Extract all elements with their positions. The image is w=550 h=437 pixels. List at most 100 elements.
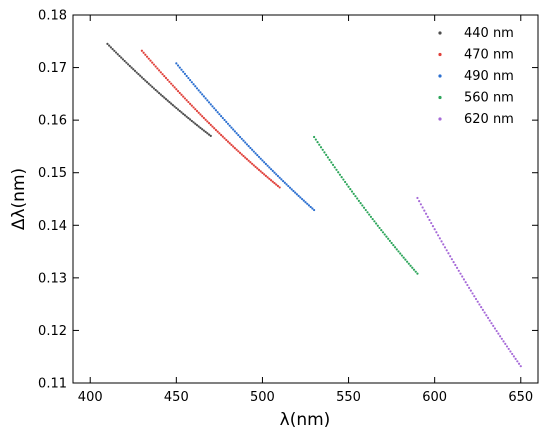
- y-tick-label: 0.13: [38, 271, 67, 286]
- data-point: [175, 62, 178, 65]
- data-point: [152, 63, 156, 66]
- data-point: [194, 108, 197, 111]
- data-point: [195, 124, 199, 127]
- data-point: [356, 197, 359, 200]
- data-point: [164, 76, 168, 80]
- data-point: [237, 133, 240, 137]
- data-point: [183, 97, 187, 100]
- data-point: [202, 116, 205, 120]
- data-point: [152, 87, 156, 90]
- data-point: [263, 173, 266, 176]
- data-point: [352, 192, 355, 195]
- legend-marker: [438, 74, 442, 78]
- data-point: [230, 126, 233, 129]
- data-point: [383, 233, 386, 236]
- data-point: [149, 84, 152, 87]
- data-point: [280, 178, 283, 181]
- data-point: [133, 69, 137, 73]
- data-point: [161, 95, 164, 98]
- data-point: [278, 186, 281, 189]
- data-point: [168, 80, 171, 83]
- data-point: [264, 174, 267, 177]
- data-point: [137, 73, 140, 76]
- data-point: [450, 258, 453, 261]
- data-point: [175, 106, 178, 110]
- data-point: [251, 148, 254, 151]
- data-point: [247, 145, 250, 148]
- data-point: [264, 162, 267, 166]
- y-tick-label: 0.12: [38, 324, 67, 339]
- data-point: [423, 209, 426, 212]
- data-point: [170, 102, 173, 105]
- data-point: [176, 64, 180, 67]
- data-point: [464, 281, 467, 284]
- data-point: [326, 156, 329, 159]
- data-point: [354, 195, 357, 198]
- data-point: [220, 133, 223, 137]
- data-point: [454, 263, 457, 267]
- data-point: [471, 292, 474, 295]
- data-point: [319, 146, 323, 149]
- data-point: [144, 53, 147, 56]
- data-point: [190, 81, 193, 84]
- data-point: [161, 73, 164, 76]
- data-point: [185, 99, 188, 102]
- data-point: [218, 132, 221, 135]
- series-4: [416, 196, 522, 368]
- data-point: [171, 84, 174, 87]
- data-point: [187, 76, 190, 80]
- data-point: [499, 335, 502, 338]
- data-point: [130, 66, 133, 69]
- data-point: [190, 104, 193, 107]
- data-point: [221, 135, 224, 138]
- data-point: [225, 138, 228, 142]
- data-point: [202, 129, 205, 132]
- data-point: [252, 150, 255, 153]
- data-point: [183, 72, 187, 75]
- data-point: [309, 205, 312, 209]
- data-point: [156, 90, 159, 93]
- data-point: [313, 135, 316, 139]
- data-point: [416, 272, 419, 275]
- data-point: [197, 125, 200, 128]
- x-tick-label: 400: [78, 390, 103, 405]
- data-point: [299, 196, 302, 199]
- data-point: [492, 324, 495, 327]
- data-point: [387, 237, 390, 240]
- data-point: [497, 332, 500, 335]
- data-point: [207, 122, 211, 125]
- data-point: [385, 235, 388, 238]
- x-tick-label: 450: [164, 390, 189, 405]
- data-point: [435, 231, 438, 234]
- data-point: [442, 243, 445, 246]
- data-point: [206, 99, 209, 102]
- data-point: [228, 142, 231, 145]
- data-point: [199, 113, 202, 116]
- data-point: [447, 252, 450, 255]
- data-point: [233, 130, 236, 133]
- data-point: [452, 260, 455, 264]
- data-point: [407, 262, 410, 265]
- data-point: [338, 173, 342, 176]
- legend-label: 560 nm: [464, 91, 514, 106]
- data-point: [170, 82, 173, 85]
- y-tick-label: 0.18: [38, 9, 67, 24]
- data-point: [333, 166, 336, 169]
- data-point: [285, 183, 288, 186]
- data-point: [275, 183, 278, 186]
- data-point: [455, 266, 459, 269]
- data-point: [111, 48, 114, 51]
- data-point: [108, 44, 111, 47]
- data-point: [187, 117, 190, 120]
- data-point: [424, 212, 428, 215]
- x-tick-label: 550: [336, 390, 361, 405]
- data-point: [378, 226, 381, 230]
- data-point: [226, 140, 230, 143]
- data-point: [345, 183, 348, 186]
- data-point: [328, 158, 331, 161]
- data-point: [304, 201, 307, 204]
- data-point: [116, 53, 119, 56]
- data-point: [230, 143, 233, 146]
- data-point: [140, 76, 143, 79]
- series-layer: [106, 42, 522, 368]
